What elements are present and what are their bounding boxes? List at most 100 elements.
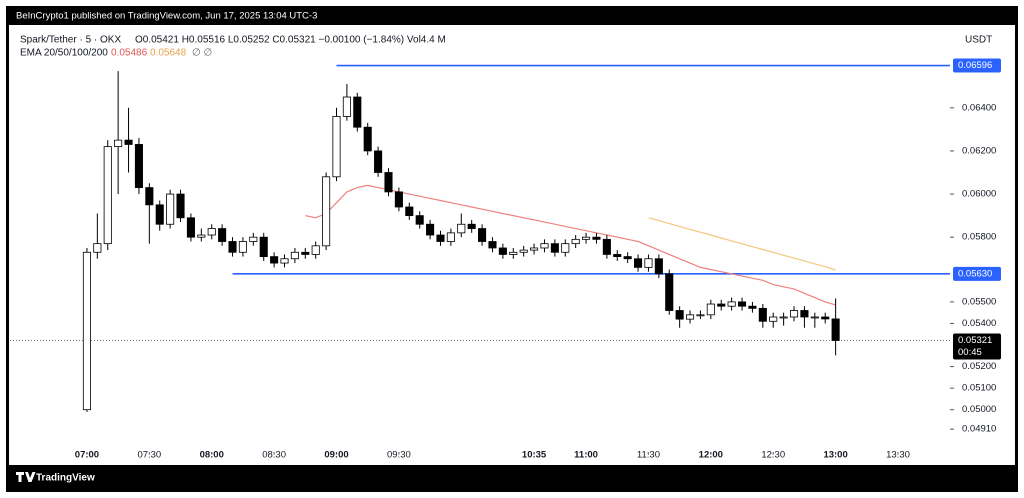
x-tick-label: 07:00 [75,450,99,461]
candle-body [509,251,518,255]
candle-body [748,305,757,309]
level-label: 0.06596 [958,60,992,71]
candle-body [280,258,289,264]
candle-body [114,139,123,148]
candle-body [644,258,653,268]
candle-body [155,204,164,225]
candle-body [737,301,747,307]
candle-body [821,316,830,320]
candle-body [769,316,778,322]
candle-body [530,247,539,251]
candle-body [384,172,393,193]
candle-body [332,116,341,178]
candle-body [228,241,237,253]
candle-body [561,243,570,253]
candle-body [800,310,809,318]
candle-body [415,215,424,225]
level-label: 0.05630 [958,268,992,279]
last-price-label: 0.05321 [958,335,992,346]
last-price-tag [953,333,1001,360]
candle-body [634,258,643,268]
symbol: Spark/Tether · 5 · OKX [20,35,121,46]
ema-line [648,217,836,271]
y-tick-label: 0.05200 [962,361,996,372]
published-line: BeInCrypto1 published on TradingView.com… [16,11,317,22]
x-tick-label: 09:30 [387,450,411,461]
candle-body [145,187,154,206]
y-tick-label: 0.05000 [962,404,996,415]
candle-body [186,217,195,238]
candle-body [290,251,299,260]
y-tick-label: 0.05400 [962,318,996,329]
x-tick-label: 08:30 [262,450,286,461]
ema50-value: 0.05648 [150,48,187,59]
candle-body [540,243,549,249]
candle-body [582,236,591,240]
candle-body [353,96,362,128]
candle-body [727,301,736,307]
candle-body [394,191,403,208]
candle-body [550,243,559,253]
candle-body [322,176,331,247]
candle-body [623,256,632,260]
candle-body [613,254,622,257]
y-tick-label: 0.04910 [962,424,996,435]
x-tick-label: 12:00 [699,450,723,461]
candle-body [426,223,435,236]
candle-body [342,96,351,117]
candle-body [467,223,476,229]
x-tick-label: 13:30 [886,450,910,461]
ohlc: O0.05421 H0.05516 L0.05252 C0.05321 −0.0… [135,35,446,46]
candle-body [93,243,102,253]
y-tick-label: 0.06200 [962,145,996,156]
level-tag [953,58,1001,73]
candle-body [571,238,580,245]
y-tick-label: 0.06400 [962,102,996,113]
footer-brand: TradingView [36,473,95,484]
x-tick-label: 12:30 [761,450,785,461]
candle-body [238,241,247,253]
candle-body [696,314,705,317]
candle-body [103,146,112,245]
y-tick-label: 0.06000 [962,189,996,200]
candle-body [124,139,133,145]
y-tick-label: 0.05500 [962,296,996,307]
candle-body [311,245,320,255]
ema-line [305,184,836,306]
candle-body [478,228,487,242]
candle-body [134,144,143,188]
candle-body [249,236,258,242]
hidden-emas: ∅ ∅ [192,48,212,59]
candle-body [675,310,684,320]
candle-body [665,273,674,311]
countdown: 00:45 [958,347,982,358]
x-tick-label: 11:30 [637,450,660,461]
candle-body [207,228,216,236]
tv-logo [16,472,36,482]
x-tick-label: 08:00 [200,450,224,461]
candle-body [758,307,767,322]
x-tick-label: 10:35 [522,450,547,461]
x-tick-label: 09:00 [324,450,348,461]
candle-body [498,247,507,255]
candle-body [602,238,611,255]
candle-body [706,303,715,316]
candle-body [270,256,279,264]
candle-body [519,249,528,253]
candle-body [259,236,268,257]
candle-body [831,318,840,341]
candle-body [446,232,455,242]
candle-body [717,303,726,307]
candle-body [488,241,497,249]
y-tick-label: 0.05100 [962,383,996,394]
x-tick-label: 13:00 [823,450,847,461]
candle-body [457,223,466,234]
candle-body [363,126,372,152]
currency: USDT [965,35,992,46]
x-tick-label: 11:00 [574,450,598,461]
candle-body [789,310,799,318]
chart-pane [9,25,1015,465]
candle-body [654,258,663,275]
candle-body [166,193,175,225]
